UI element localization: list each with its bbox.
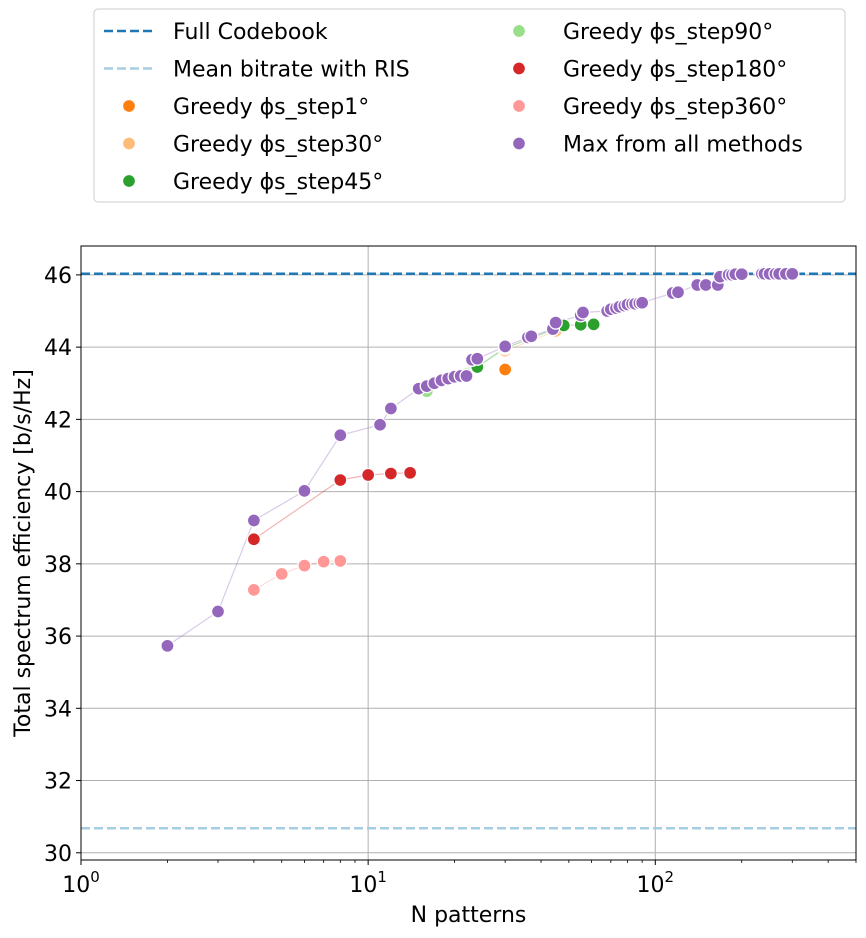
data-point (274, 566, 289, 582)
x-tick-label: 101 (349, 868, 387, 898)
legend-label: Greedy ϕs_step360° (563, 95, 787, 120)
y-tick-label: 36 (44, 625, 72, 650)
data-point (586, 317, 601, 332)
data-point (372, 417, 388, 432)
data-point (333, 428, 348, 443)
x-axis-label: N patterns (411, 903, 527, 928)
data-point (670, 285, 686, 300)
series-group (160, 266, 800, 653)
legend-marker-swatch (511, 98, 527, 114)
legend-marker-swatch (511, 136, 527, 151)
data-point (246, 513, 262, 528)
data-point (297, 558, 312, 573)
data-point (548, 315, 563, 330)
y-tick-label: 30 (44, 842, 72, 867)
data-point (575, 305, 591, 320)
axes-frame (80, 245, 857, 861)
data-point (360, 467, 376, 483)
legend-label: Mean bitrate with RIS (173, 58, 410, 83)
data-point (210, 604, 226, 619)
data-point (160, 638, 175, 653)
data-point (333, 472, 348, 488)
x-tick-label: 102 (637, 868, 675, 898)
y-tick-label: 42 (44, 408, 72, 433)
legend-marker-swatch (121, 136, 137, 151)
plot-area: 30 32 34 36 38 40 42 44 46 100 101 102 (44, 245, 857, 898)
data-point (383, 401, 399, 416)
data-point (246, 532, 262, 547)
legend-label: Greedy ϕs_step45° (173, 170, 383, 195)
data-point (316, 554, 331, 569)
x-tick-label: 100 (62, 868, 100, 898)
y-tick-label: 40 (44, 481, 72, 506)
legend-label: Greedy ϕs_step30° (173, 133, 383, 158)
data-point (333, 553, 348, 569)
y-tick-label: 32 (44, 770, 72, 795)
y-tick-label: 46 (44, 264, 72, 289)
y-axis-label: Total spectrum efficiency [b/s/Hz] (11, 369, 36, 738)
legend-box (93, 8, 846, 203)
data-point (459, 368, 474, 384)
legend-label: Greedy ϕs_step180° (563, 58, 787, 83)
data-point (470, 351, 485, 366)
data-point (498, 362, 513, 377)
y-tick-label: 34 (44, 697, 72, 722)
legend-label: Greedy ϕs_step1° (173, 95, 369, 120)
series-line (253, 472, 411, 540)
data-point (246, 582, 262, 597)
y-tick-label: 38 (44, 553, 72, 578)
legend-marker-swatch (511, 61, 527, 76)
series-line (167, 273, 793, 647)
data-point (498, 339, 513, 354)
data-point (785, 266, 800, 281)
data-point (734, 267, 749, 282)
legend-marker-swatch (511, 23, 527, 39)
legend-marker-swatch (121, 173, 137, 189)
y-tick-label: 44 (44, 336, 72, 361)
legend-label: Full Codebook (173, 20, 328, 45)
legend-label: Max from all methods (563, 133, 803, 158)
data-point (524, 329, 539, 344)
data-point (297, 483, 312, 499)
data-point (635, 295, 650, 310)
data-point (698, 277, 714, 293)
legend-label: Greedy ϕs_step90° (563, 20, 773, 45)
legend-marker-swatch (121, 98, 137, 114)
data-point (402, 465, 418, 480)
data-point (383, 466, 399, 481)
legend: Full Codebook Mean bitrate with RIS Greedy… (93, 8, 846, 203)
